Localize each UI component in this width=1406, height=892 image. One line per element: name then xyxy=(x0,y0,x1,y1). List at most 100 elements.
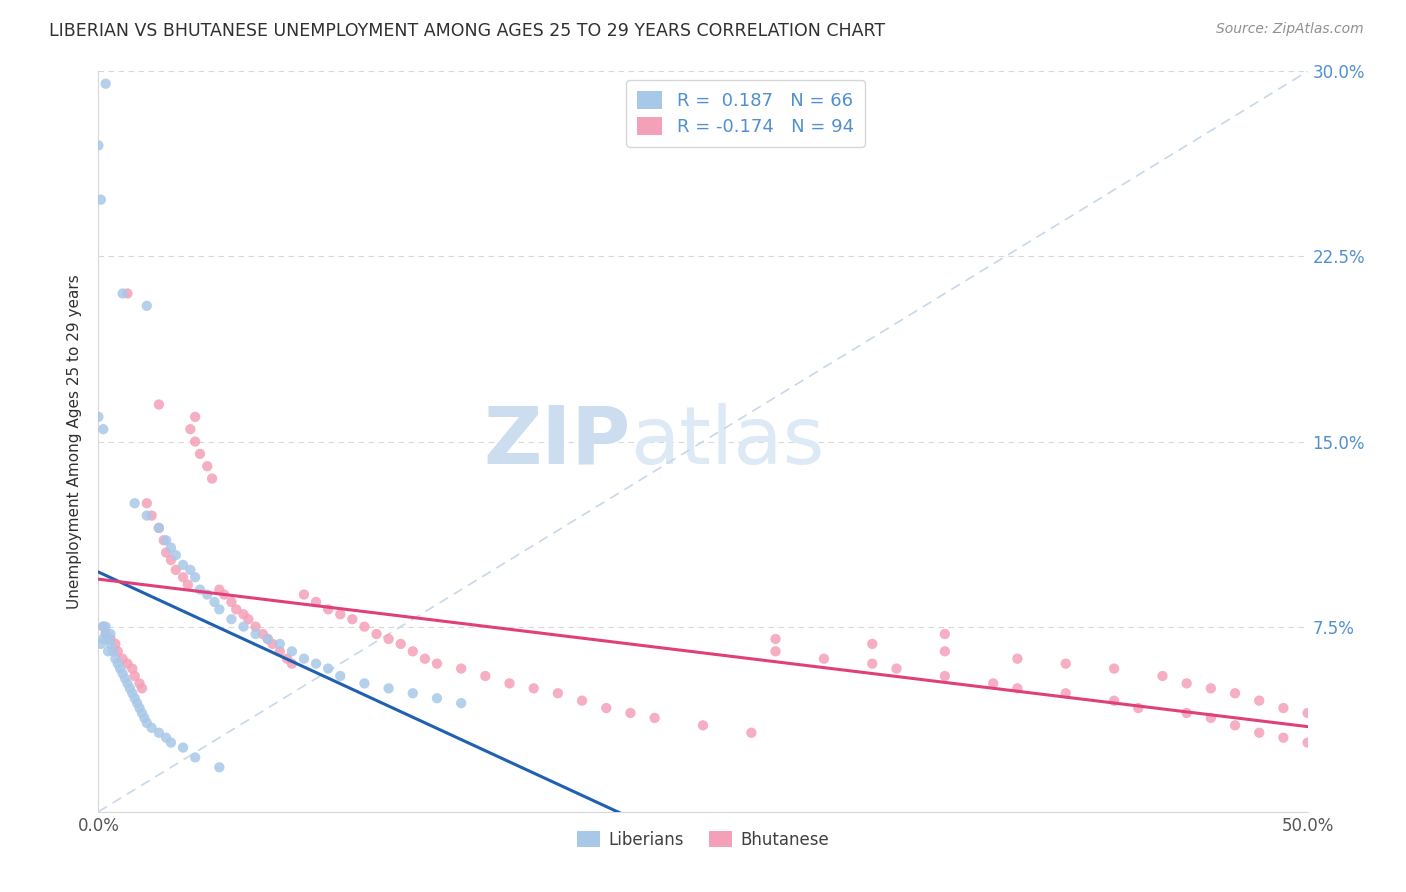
Point xyxy=(114,672,136,686)
Point xyxy=(117,657,139,671)
Point xyxy=(474,669,496,683)
Point xyxy=(1272,731,1295,745)
Point xyxy=(1199,681,1222,696)
Point xyxy=(127,696,149,710)
Point xyxy=(184,750,207,764)
Point xyxy=(94,77,117,91)
Point xyxy=(281,644,304,658)
Point xyxy=(104,637,127,651)
Point xyxy=(131,681,153,696)
Point xyxy=(860,637,883,651)
Point xyxy=(135,496,157,510)
Legend: Liberians, Bhutanese: Liberians, Bhutanese xyxy=(569,824,837,855)
Point xyxy=(316,602,339,616)
Point xyxy=(91,619,114,633)
Point xyxy=(195,459,218,474)
Point xyxy=(152,533,174,548)
Point xyxy=(131,706,153,720)
Point xyxy=(238,612,260,626)
Point xyxy=(179,563,201,577)
Point xyxy=(160,736,183,750)
Point xyxy=(141,508,163,523)
Point xyxy=(1223,718,1246,732)
Y-axis label: Unemployment Among Ages 25 to 29 years: Unemployment Among Ages 25 to 29 years xyxy=(67,274,83,609)
Point xyxy=(188,447,211,461)
Point xyxy=(148,521,170,535)
Point xyxy=(252,627,274,641)
Point xyxy=(1296,736,1319,750)
Point xyxy=(212,588,235,602)
Point xyxy=(1175,676,1198,690)
Point xyxy=(813,651,835,665)
Point xyxy=(94,627,117,641)
Point xyxy=(402,644,425,658)
Point xyxy=(292,588,315,602)
Point xyxy=(426,691,449,706)
Point xyxy=(91,619,114,633)
Point xyxy=(292,651,315,665)
Point xyxy=(981,676,1004,690)
Point xyxy=(1054,657,1077,671)
Point xyxy=(547,686,569,700)
Point xyxy=(329,669,352,683)
Point xyxy=(91,632,114,646)
Point xyxy=(366,627,388,641)
Point xyxy=(177,577,200,591)
Point xyxy=(245,627,267,641)
Point xyxy=(269,637,291,651)
Point xyxy=(740,725,762,739)
Point xyxy=(172,558,194,572)
Point xyxy=(201,471,224,485)
Point xyxy=(134,711,156,725)
Point xyxy=(188,582,211,597)
Point xyxy=(269,644,291,658)
Point xyxy=(94,627,117,641)
Point xyxy=(155,533,177,548)
Point xyxy=(886,662,908,676)
Point xyxy=(232,607,254,622)
Point xyxy=(124,669,146,683)
Point xyxy=(1175,706,1198,720)
Point xyxy=(100,637,122,651)
Point xyxy=(111,666,134,681)
Point xyxy=(934,669,956,683)
Point xyxy=(221,595,243,609)
Point xyxy=(377,681,399,696)
Point xyxy=(644,711,666,725)
Point xyxy=(225,602,247,616)
Point xyxy=(595,701,617,715)
Point xyxy=(692,718,714,732)
Point xyxy=(117,286,139,301)
Point xyxy=(124,691,146,706)
Point xyxy=(128,701,150,715)
Point xyxy=(1152,669,1174,683)
Point xyxy=(1007,681,1029,696)
Point xyxy=(135,508,157,523)
Point xyxy=(111,651,134,665)
Point xyxy=(256,632,278,646)
Point xyxy=(148,521,170,535)
Point xyxy=(389,637,412,651)
Point xyxy=(148,398,170,412)
Point xyxy=(148,725,170,739)
Point xyxy=(90,193,112,207)
Point xyxy=(353,619,375,633)
Point xyxy=(1199,711,1222,725)
Point xyxy=(179,422,201,436)
Point xyxy=(281,657,304,671)
Text: atlas: atlas xyxy=(630,402,825,481)
Point xyxy=(184,409,207,424)
Point xyxy=(208,760,231,774)
Point xyxy=(860,657,883,671)
Point xyxy=(94,619,117,633)
Point xyxy=(184,434,207,449)
Point xyxy=(141,721,163,735)
Point xyxy=(426,657,449,671)
Point xyxy=(450,662,472,676)
Point xyxy=(128,676,150,690)
Point xyxy=(1249,725,1271,739)
Text: Source: ZipAtlas.com: Source: ZipAtlas.com xyxy=(1216,22,1364,37)
Point xyxy=(90,637,112,651)
Point xyxy=(1007,651,1029,665)
Point xyxy=(523,681,546,696)
